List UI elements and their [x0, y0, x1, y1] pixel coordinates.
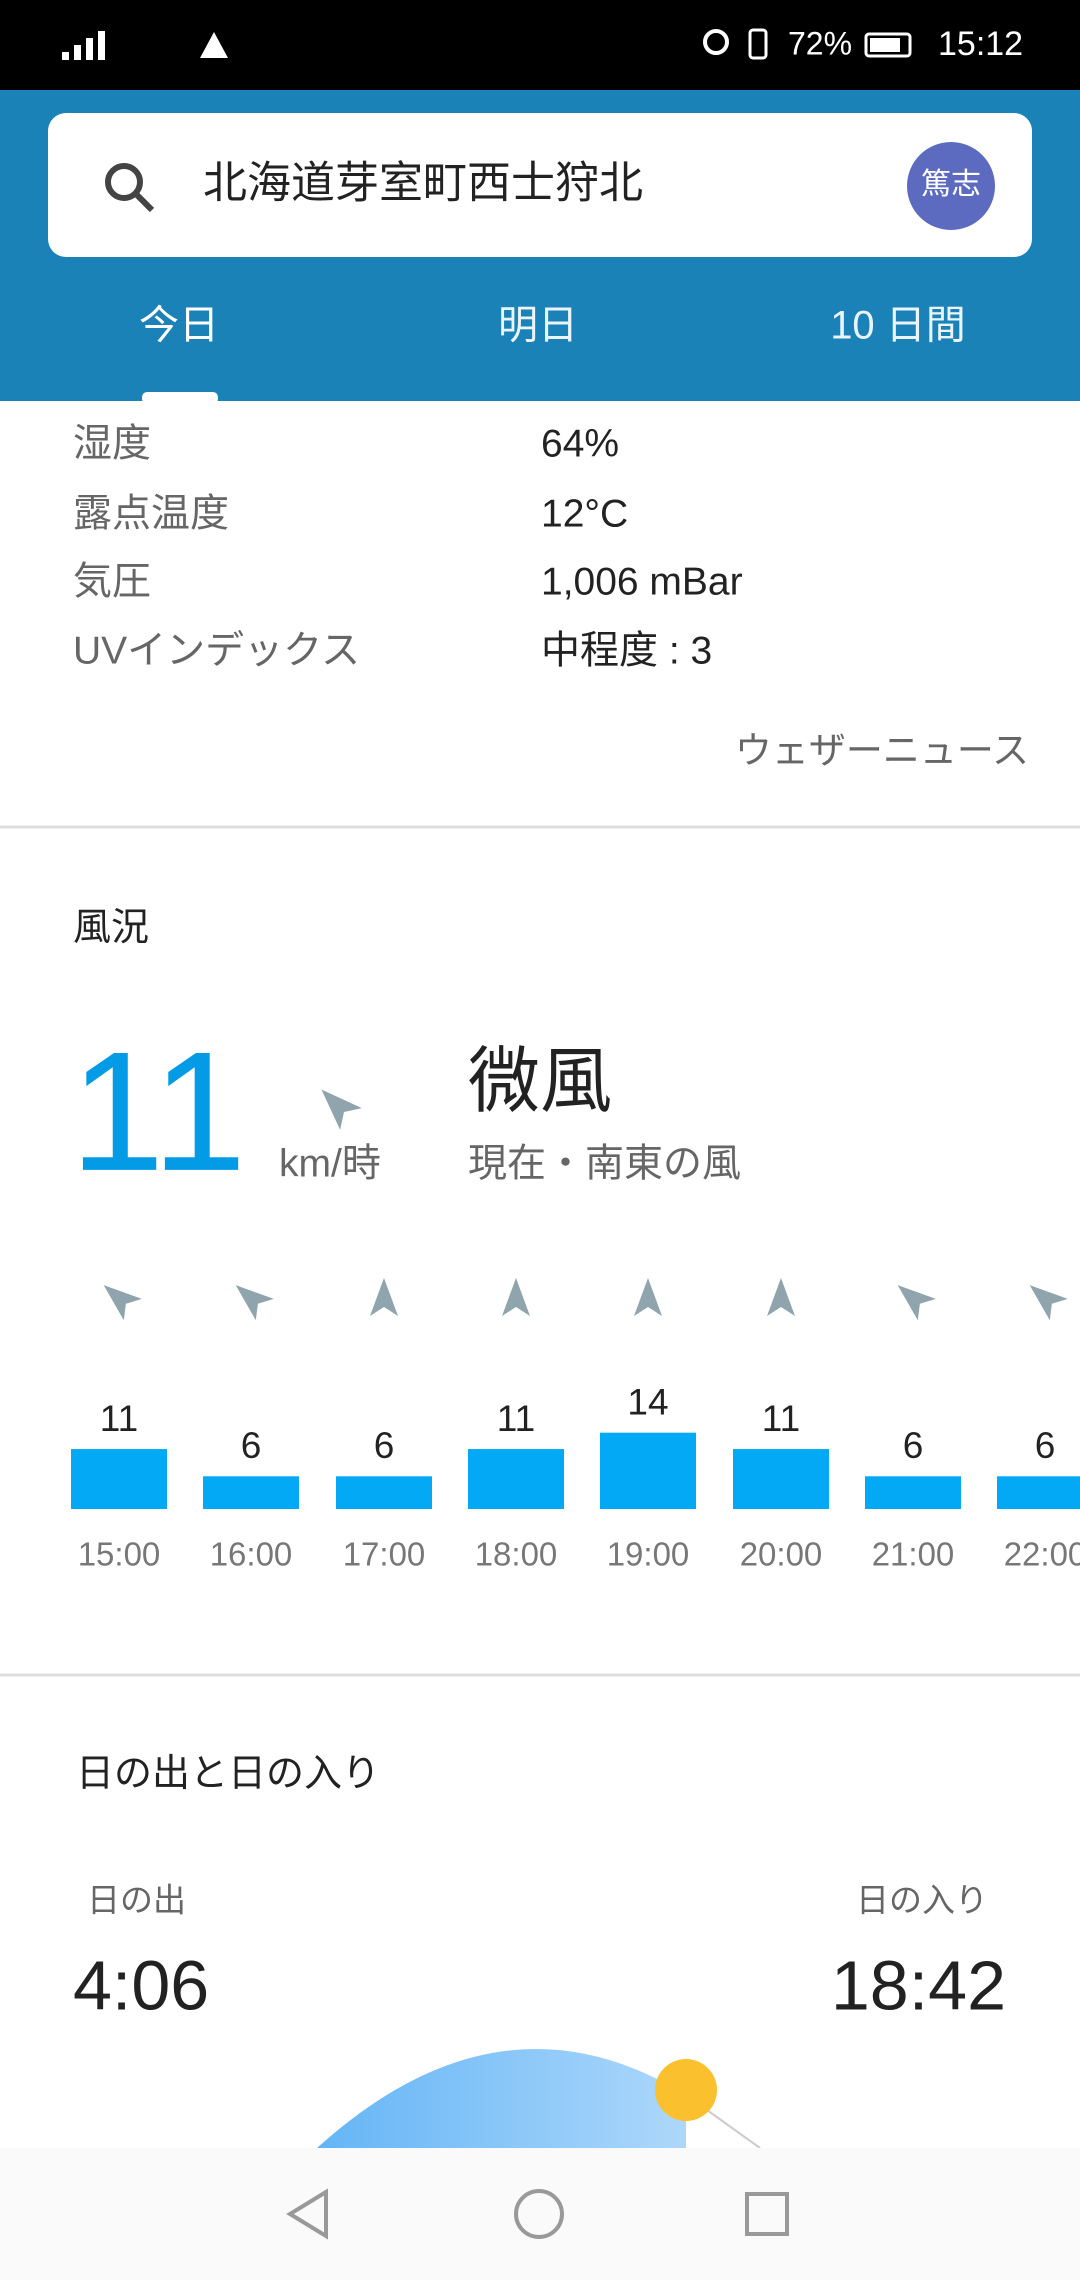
- detail-value: 1,006 mBar: [541, 560, 743, 603]
- tab-indicator: [142, 392, 218, 404]
- detail-label: 気圧: [73, 560, 151, 603]
- hour-label: 20:00: [740, 1536, 823, 1573]
- wind-arrow: [103, 1285, 142, 1321]
- wind-bar: [733, 1449, 829, 1509]
- detail-label: 露点温度: [73, 492, 229, 535]
- wind-arrow: [634, 1278, 662, 1316]
- wind-unit: km/時: [279, 1142, 381, 1185]
- wind-speed-label: 6: [1035, 1425, 1056, 1466]
- section-title: 日の出と日の入り: [76, 1753, 380, 1795]
- sunset-label: 日の入り: [856, 1882, 988, 1919]
- sunset-time: 18:42: [831, 1946, 1006, 2024]
- recents-button[interactable]: [745, 2192, 789, 2236]
- wind-bar: [336, 1476, 432, 1509]
- sun-arc: [317, 2049, 761, 2149]
- wind-speed-label: 11: [762, 1398, 800, 1439]
- avatar-name[interactable]: 篤志: [921, 168, 981, 201]
- wind-speed: 11: [70, 1017, 246, 1207]
- avatar[interactable]: [907, 142, 995, 230]
- status-icons: [62, 28, 912, 60]
- wind-arrow: [321, 1089, 362, 1130]
- clock: 15:12: [938, 25, 1023, 63]
- wind-bar: [600, 1432, 696, 1509]
- search-query[interactable]: 北海道芽室町西士狩北: [203, 159, 643, 208]
- wind-speed-label: 11: [497, 1398, 535, 1439]
- section-title: 風況: [73, 907, 149, 949]
- wind-speed-label: 6: [241, 1425, 262, 1466]
- tab[interactable]: 10 日間: [830, 304, 966, 348]
- wind-bar: [71, 1449, 167, 1509]
- wind-bar: [865, 1476, 961, 1509]
- status-bar: [0, 0, 1080, 90]
- nav-bar: [0, 2148, 1080, 2280]
- hour-label: 21:00: [872, 1536, 955, 1573]
- detail-value: 12°C: [541, 492, 628, 535]
- hour-label: 16:00: [210, 1536, 293, 1573]
- detail-value: 中程度 : 3: [541, 629, 712, 672]
- back-button[interactable]: [286, 2188, 328, 2240]
- search-bar[interactable]: [48, 113, 1032, 257]
- wind-speed-label: 6: [903, 1425, 924, 1466]
- home-button[interactable]: [514, 2189, 564, 2239]
- wind-description: 微風: [468, 1042, 612, 1122]
- detail-label: UVインデックス: [73, 629, 360, 672]
- hour-label: 15:00: [78, 1536, 161, 1573]
- wind-arrow: [1029, 1285, 1068, 1321]
- wind-bar: [203, 1476, 299, 1509]
- battery-level: 72%: [788, 25, 852, 61]
- hour-label: 19:00: [607, 1536, 690, 1573]
- wind-speed-label: 6: [374, 1425, 395, 1466]
- tab[interactable]: 明日: [498, 304, 578, 348]
- wind-arrow: [235, 1285, 274, 1321]
- wind-speed-label: 14: [627, 1381, 668, 1422]
- tab[interactable]: 今日: [139, 304, 219, 348]
- weather-news-link[interactable]: ウェザーニュース: [735, 730, 1029, 771]
- wind-bar: [997, 1476, 1080, 1509]
- wind-arrow: [370, 1278, 398, 1316]
- hour-label: 22:00: [1004, 1536, 1080, 1573]
- hour-label: 18:00: [475, 1536, 558, 1573]
- sunrise-label: 日の出: [87, 1882, 186, 1919]
- wind-direction: 現在・南東の風: [468, 1142, 741, 1185]
- search-icon: [105, 163, 155, 213]
- sunrise-time: 4:06: [73, 1946, 209, 2024]
- hour-label: 17:00: [343, 1536, 426, 1573]
- detail-label: 湿度: [73, 422, 151, 465]
- detail-value: 64%: [541, 422, 619, 465]
- wind-arrow: [502, 1278, 530, 1316]
- wind-bar: [468, 1449, 564, 1509]
- wind-speed-label: 11: [100, 1398, 138, 1439]
- wind-arrow: [767, 1278, 795, 1316]
- wind-arrow: [897, 1285, 936, 1321]
